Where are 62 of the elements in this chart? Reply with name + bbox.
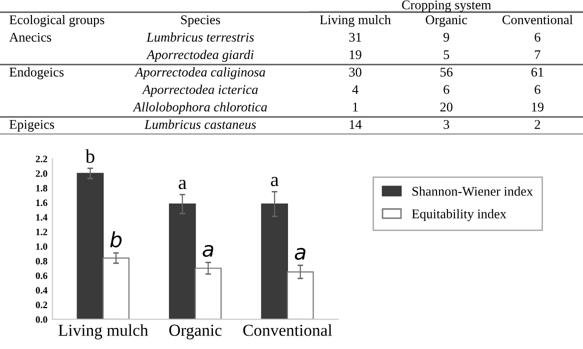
data-label: 19 [350, 50, 362, 60]
data-label: 14 [350, 120, 362, 129]
data-label: 5 [444, 50, 450, 60]
annotation: a [202, 244, 214, 257]
y2-tick-label: Epigeics [9, 120, 54, 132]
chart-title: Cropping system [402, 0, 492, 12]
y-tick-label: 1.2 [36, 228, 48, 236]
y-tick-label: Aporrectodea caliginosa [134, 67, 266, 80]
annotation: a [294, 248, 306, 260]
y-tick-label: 1.0 [36, 243, 48, 250]
y-tick-label: 0.4 [36, 287, 48, 294]
bar [168, 203, 196, 320]
y-tick-label: 0.0 [36, 316, 48, 323]
bar [76, 172, 104, 320]
data-label: 2 [534, 120, 540, 129]
data-label: 3 [444, 120, 450, 129]
annotation: a [270, 176, 279, 186]
y2-tick-label: Endogeics [9, 67, 64, 80]
y-tick-label: 0.8 [36, 258, 48, 264]
y-tick-label: 1.6 [36, 200, 48, 206]
y-tick-label: Allolobophora chlorotica [132, 102, 267, 114]
legend-label: Equitability index [412, 209, 506, 222]
data-label: 56 [440, 68, 453, 77]
y-tick-label: Lumbricus terrestris [146, 32, 254, 42]
y2-tick-label: Anecics [9, 32, 52, 42]
data-label: 7 [535, 50, 540, 60]
x-tick-label: Conventional [243, 324, 332, 336]
data-label: 61 [531, 68, 544, 77]
bar [194, 268, 222, 320]
data-label: 30 [349, 68, 362, 77]
legend-label: Shannon-Wiener index [412, 186, 533, 196]
y-tick-label: 2.0 [36, 170, 48, 177]
data-label: 31 [349, 32, 362, 42]
data-label: 6 [444, 85, 450, 94]
x-tick-label: Organic [169, 324, 222, 340]
x-tick-label: Living mulch [58, 324, 148, 340]
data-label: 20 [440, 102, 452, 112]
y-tick-label: Lumbricus castaneus [144, 120, 256, 129]
annotation: b [110, 231, 122, 248]
y-axis-title: Species [181, 15, 220, 27]
bar [102, 257, 130, 320]
x-tick-label: Conventional [502, 14, 573, 24]
y-tick-label: 1.4 [36, 214, 48, 221]
y-tick-label: 0.2 [36, 302, 48, 308]
data-label: 9 [443, 32, 450, 42]
annotation: b [85, 149, 94, 163]
data-label: 6 [534, 85, 540, 94]
x-tick-label: Organic [426, 15, 468, 27]
y-tick-label: Aporrectodea giardi [146, 50, 254, 62]
data-label: 4 [352, 85, 358, 94]
text: Ecological groups [9, 14, 104, 27]
data-label: 1 [353, 102, 358, 112]
data-label: 6 [534, 32, 540, 42]
y-tick-label: 2.2 [36, 156, 48, 162]
x-tick-label: Living mulch [320, 14, 391, 27]
y-tick-label: 0.6 [36, 272, 48, 280]
data-label: 19 [532, 102, 544, 112]
y-tick-label: Aporrectodea icterica [142, 84, 258, 97]
annotation: a [178, 180, 186, 190]
bar [261, 203, 288, 320]
bar [286, 271, 314, 320]
y-tick-label: 1.8 [36, 184, 48, 192]
